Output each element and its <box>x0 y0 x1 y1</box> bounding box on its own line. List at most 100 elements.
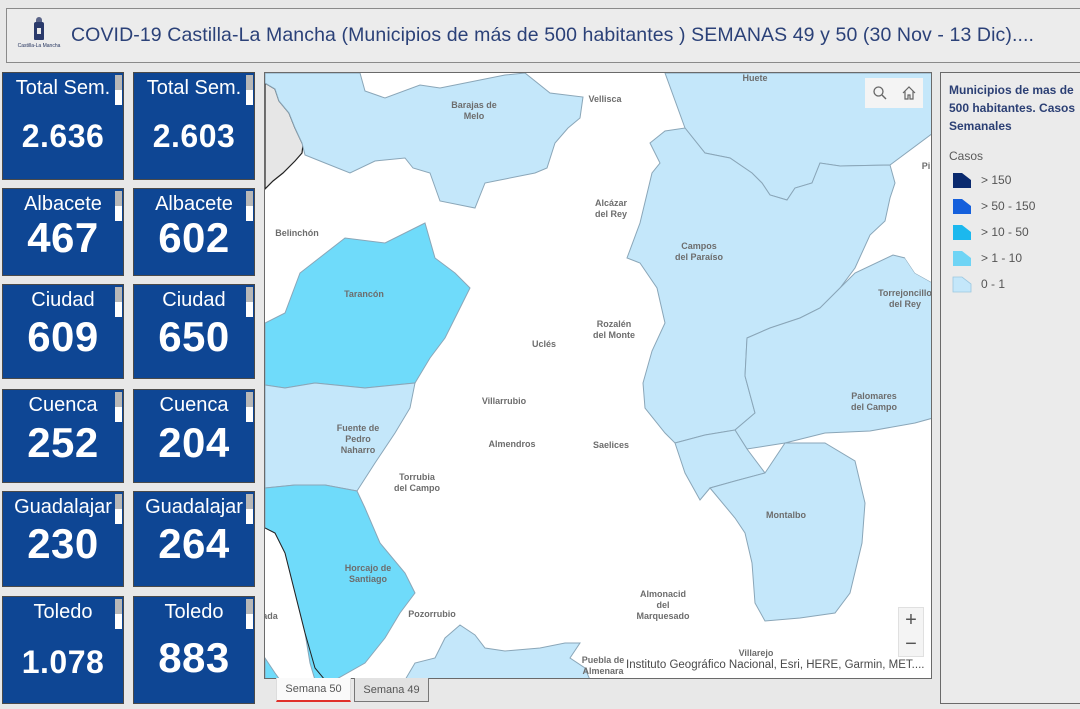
place-label: Alcázar del Rey <box>594 198 628 219</box>
card-scrollbar[interactable] <box>246 75 253 105</box>
place-label: Huete <box>742 73 768 83</box>
municipality-polygons[interactable] <box>265 73 932 679</box>
legend-panel: Municipios de mas de 500 habitantes. Cas… <box>940 72 1080 704</box>
card-label: Cuenca <box>159 394 229 416</box>
card-scrollbar[interactable] <box>246 392 253 422</box>
zoom-in-button[interactable]: + <box>905 609 917 631</box>
search-icon[interactable] <box>872 85 888 101</box>
card-scrollbar[interactable] <box>115 287 122 317</box>
place-label: Montalbo <box>766 510 806 520</box>
card-value: 467 <box>27 214 99 261</box>
card-scrollbar[interactable] <box>246 191 253 221</box>
legend-label: > 10 - 50 <box>981 225 1029 239</box>
swatch-10-50-icon <box>953 224 971 240</box>
card-albacete-49: Albacete 602 <box>133 188 255 276</box>
card-label: Guadalajar <box>14 496 112 518</box>
card-value: 264 <box>158 520 230 567</box>
card-label: Toledo <box>164 601 224 623</box>
legend-label: > 1 - 10 <box>981 251 1023 265</box>
zoom-out-button[interactable]: − <box>905 633 917 655</box>
place-label: Uclés <box>531 339 557 349</box>
week-tabs: Semana 50 Semana 49 <box>276 678 429 702</box>
legend-item: > 150 <box>952 171 1080 189</box>
card-cuenca-49: Cuenca 204 <box>133 389 255 483</box>
place-label: Tarancón <box>344 289 384 299</box>
card-cuenca-50: Cuenca 252 <box>2 389 124 483</box>
place-label: Almendros <box>488 439 536 449</box>
card-value: 602 <box>158 214 230 261</box>
swatch-0-1-icon <box>952 276 972 292</box>
card-label: Albacete <box>24 193 102 215</box>
card-scrollbar[interactable] <box>246 494 253 524</box>
castilla-la-mancha-logo: Castilla-La Mancha <box>15 16 63 56</box>
card-value: 1.078 <box>21 644 105 680</box>
logo-text: Castilla-La Mancha <box>17 43 61 49</box>
legend-title: Municipios de mas de 500 habitantes. Cas… <box>949 83 1076 133</box>
place-label: Villarejo <box>738 648 774 658</box>
map-attribution[interactable]: Instituto Geográfico Nacional, Esri, HER… <box>626 659 925 671</box>
card-scrollbar[interactable] <box>115 75 122 105</box>
map-toolbar <box>865 78 923 108</box>
card-value: 2.636 <box>21 118 105 154</box>
tab-semana-50[interactable]: Semana 50 <box>276 678 351 702</box>
home-icon[interactable] <box>901 85 917 101</box>
card-label: Guadalajar <box>145 496 243 518</box>
card-albacete-50: Albacete 467 <box>2 188 124 276</box>
place-label: Horcajo de Santiago <box>344 563 392 584</box>
place-label: Vellisca <box>588 94 622 104</box>
card-value: 204 <box>158 419 230 466</box>
card-ciudad-real-49: Ciudad 650 <box>133 284 255 379</box>
zoom-control: + − <box>898 607 924 657</box>
card-value: 883 <box>158 634 230 681</box>
card-label: Ciudad <box>162 289 226 311</box>
place-label: Saelices <box>592 440 630 450</box>
card-scrollbar[interactable] <box>115 191 122 221</box>
card-value: 650 <box>158 313 230 360</box>
place-label: Fuente de Pedro Naharro <box>336 423 380 455</box>
place-label: Rozalén del Monte <box>593 319 635 340</box>
card-value: 230 <box>27 520 99 567</box>
map-view[interactable]: Huete Barajas de Melo Vellisca Alcázar del … <box>264 72 932 679</box>
dashboard-header: Castilla-La Mancha COVID-19 Castilla-La … <box>6 8 1080 63</box>
place-label: Almonacid del Marquesado <box>636 589 690 621</box>
card-label: Total Sem. <box>15 77 111 99</box>
card-toledo-50: Toledo 1.078 <box>2 596 124 704</box>
card-label: Total Sem. <box>146 77 242 99</box>
legend-label: > 50 - 150 <box>981 199 1036 213</box>
card-scrollbar[interactable] <box>115 599 122 629</box>
legend-item: > 50 - 150 <box>952 197 1080 215</box>
card-guadalajara-49: Guadalajar 264 <box>133 491 255 587</box>
card-scrollbar[interactable] <box>246 599 253 629</box>
card-label: Toledo <box>33 601 93 623</box>
legend-item: 0 - 1 <box>952 275 1080 293</box>
tab-semana-49[interactable]: Semana 49 <box>354 678 429 702</box>
card-guadalajara-50: Guadalajar 230 <box>2 491 124 587</box>
place-label: Pi <box>921 161 931 171</box>
card-label: Ciudad <box>31 289 95 311</box>
swatch-1-10-icon <box>953 250 971 266</box>
card-value: 609 <box>27 313 99 360</box>
place-label: Palomares del Campo <box>850 391 898 412</box>
place-label: Barajas de Melo <box>451 100 497 121</box>
legend-item: > 1 - 10 <box>952 249 1080 267</box>
card-ciudad-real-50: Ciudad 609 <box>2 284 124 379</box>
card-scrollbar[interactable] <box>246 287 253 317</box>
card-total-sem-50: Total Sem. 2.636 <box>2 72 124 180</box>
place-label: ada <box>265 611 278 621</box>
card-total-sem-49: Total Sem. 2.603 <box>133 72 255 180</box>
crest-icon <box>34 17 44 40</box>
card-value: 252 <box>27 419 99 466</box>
card-scrollbar[interactable] <box>115 494 122 524</box>
place-label: Belinchón <box>275 228 319 238</box>
card-label: Albacete <box>155 193 233 215</box>
place-label: Torrejoncillo del Rey <box>878 288 932 309</box>
legend-item: > 10 - 50 <box>952 223 1080 241</box>
swatch-over-150-icon <box>953 172 971 188</box>
place-label: Campos del Paraíso <box>674 241 724 262</box>
card-label: Cuenca <box>28 394 98 416</box>
place-label: Torrubia del Campo <box>393 472 441 493</box>
card-toledo-49: Toledo 883 <box>133 596 255 704</box>
card-scrollbar[interactable] <box>115 392 122 422</box>
place-label: Pozorrubio <box>408 609 456 619</box>
dashboard-title: COVID-19 Castilla-La Mancha (Municipios … <box>71 24 1035 46</box>
